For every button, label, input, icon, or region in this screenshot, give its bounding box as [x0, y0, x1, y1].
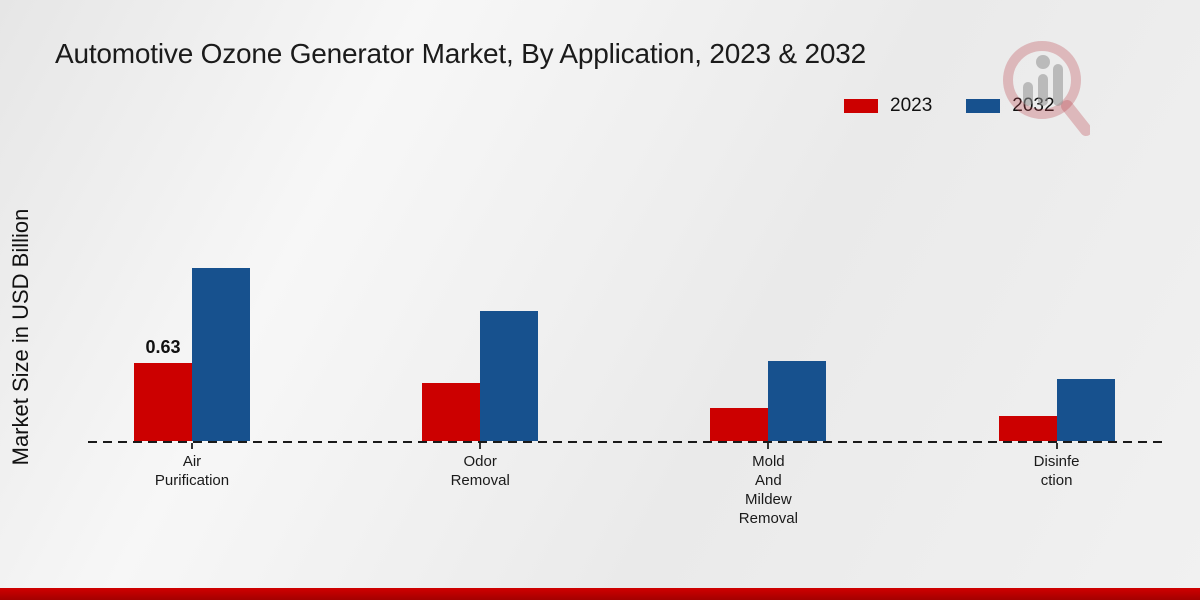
bar-2023-mold-and-mildew-removal	[710, 408, 769, 441]
bar-2023-disinfection	[998, 416, 1057, 441]
x-axis-tick-odor-removal	[479, 443, 482, 449]
bar-value-label-2023-air-purification: 0.63	[145, 337, 181, 357]
category-label-odor-removal: Odor Removal	[450, 453, 510, 489]
legend-swatch-2032-icon	[966, 99, 1001, 113]
x-axis-tick-air-purification	[191, 443, 193, 449]
bar-2032-mold-and-mildew-removal	[768, 361, 827, 441]
chart-title: Automotive Ozone Generator Market, By Ap…	[55, 38, 866, 69]
x-axis-tick-mold-and-mildew-removal	[767, 443, 770, 449]
bar-2032-air-purification	[192, 268, 250, 441]
footer-band	[0, 588, 1200, 600]
bar-2023-air-purification	[134, 363, 192, 441]
x-axis-baseline	[88, 441, 1163, 443]
bar-2032-disinfection	[1056, 379, 1115, 441]
legend-item-2023: 2023	[844, 95, 932, 117]
category-label-air-purification: Air Purification	[154, 453, 230, 489]
bar-2023-odor-removal	[422, 383, 481, 441]
legend-swatch-2023-icon	[844, 99, 878, 113]
category-label-mold-and-mildew-removal: Mold And Mildew Removal	[738, 453, 798, 527]
legend-label-2023: 2023	[890, 95, 933, 116]
category-label-disinfection: Disinfe ction	[1033, 453, 1080, 489]
x-axis-tick-disinfection	[1055, 443, 1058, 449]
bar-2032-odor-removal	[480, 311, 539, 441]
